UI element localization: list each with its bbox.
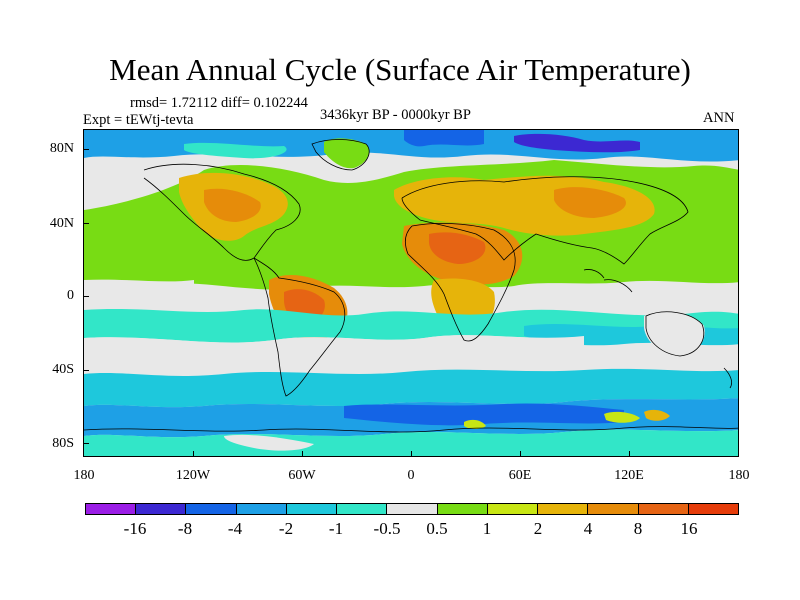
- lon-label-180e: 180: [728, 468, 750, 483]
- temperature-map: [83, 129, 739, 457]
- colorbar-label: 2: [533, 519, 543, 538]
- lat-label-0: 0: [67, 288, 74, 303]
- colorbar-label: 16: [680, 519, 698, 538]
- colorbar-label: 0.5: [426, 519, 448, 538]
- map-field: [84, 130, 738, 456]
- lon-tick: [193, 451, 194, 457]
- stats-text: rmsd= 1.72112 diff= 0.102244: [130, 95, 308, 111]
- colorbar-label: -1: [328, 519, 344, 538]
- lon-label-0: 0: [407, 468, 415, 483]
- lat-label-40n: 40N: [49, 216, 74, 231]
- lon-tick: [520, 451, 521, 457]
- colorbar-segment: [688, 504, 739, 514]
- lon-label-60w: 60W: [288, 468, 316, 483]
- colorbar-segment: [236, 504, 287, 514]
- lat-label-80n: 80N: [49, 141, 74, 156]
- lat-tick: [83, 370, 89, 371]
- colorbar-label: 1: [482, 519, 492, 538]
- colorbar-segment: [538, 504, 589, 514]
- lon-tick: [629, 451, 630, 457]
- lat-tick: [83, 443, 89, 444]
- colorbar-segment: [186, 504, 237, 514]
- colorbar-label: -16: [123, 519, 147, 538]
- colorbar: [85, 503, 739, 515]
- lat-tick: [83, 149, 89, 150]
- lon-label-120e: 120E: [614, 468, 644, 483]
- lon-tick: [302, 451, 303, 457]
- colorbar-segment: [337, 504, 388, 514]
- colorbar-label: -8: [177, 519, 193, 538]
- lon-label-120w: 120W: [175, 468, 211, 483]
- chart-title: Mean Annual Cycle (Surface Air Temperatu…: [109, 52, 691, 87]
- period-label: 3436kyr BP - 0000kyr BP: [320, 107, 471, 123]
- lon-label-180w: 180: [73, 468, 95, 483]
- experiment-label: Expt = tEWtj-tevta: [83, 112, 194, 128]
- colorbar-segment: [86, 504, 137, 514]
- colorbar-segment: [136, 504, 187, 514]
- season-label: ANN: [703, 110, 735, 126]
- lat-tick: [83, 296, 89, 297]
- lat-label-80s: 80S: [52, 436, 74, 451]
- colorbar-label: 4: [583, 519, 593, 538]
- colorbar-label: -4: [227, 519, 243, 538]
- colorbar-label: 8: [633, 519, 643, 538]
- lat-label-40s: 40S: [52, 362, 74, 377]
- colorbar-label: -0.5: [373, 519, 401, 538]
- lon-label-60e: 60E: [508, 468, 532, 483]
- colorbar-segment: [588, 504, 639, 514]
- lat-tick: [83, 223, 89, 224]
- colorbar-segment: [437, 504, 488, 514]
- colorbar-segment: [487, 504, 539, 514]
- colorbar-segment: [286, 504, 338, 514]
- colorbar-label: -2: [278, 519, 294, 538]
- colorbar-segment: [387, 504, 438, 514]
- lon-tick: [411, 451, 412, 457]
- colorbar-segment: [638, 504, 689, 514]
